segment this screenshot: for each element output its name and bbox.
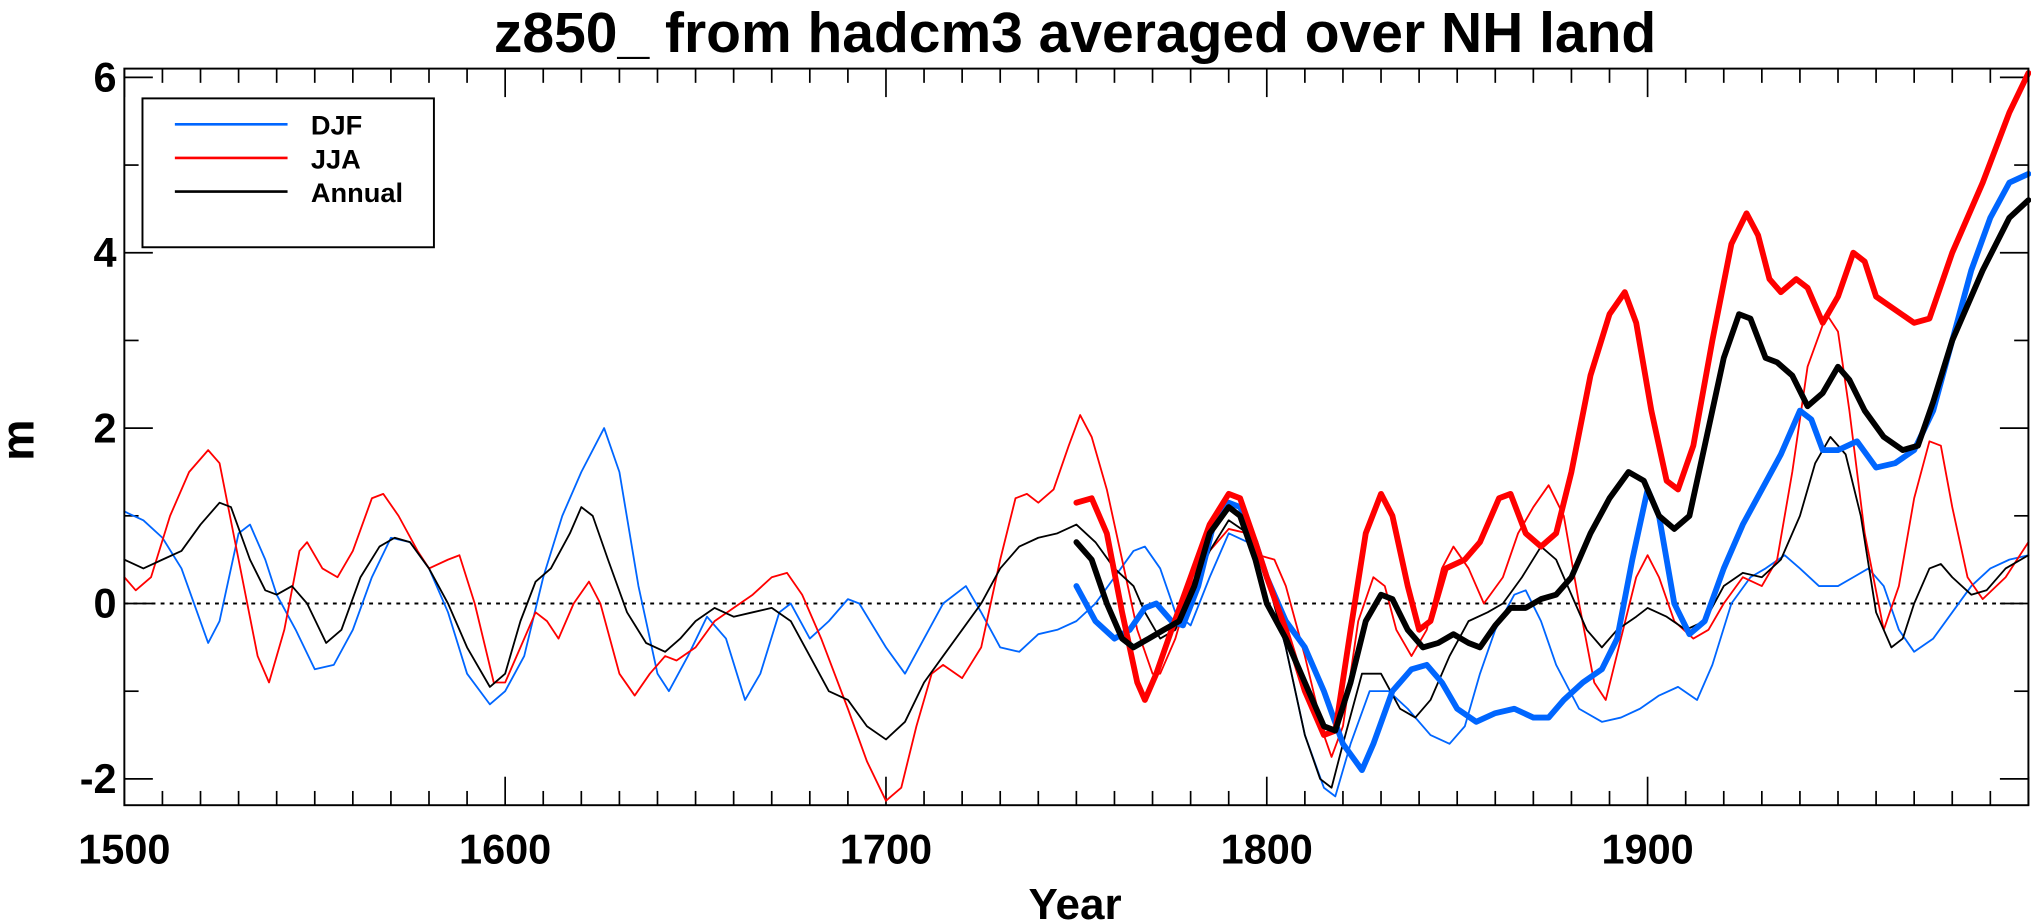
series-djf-thick xyxy=(1073,170,2031,774)
series-jja-thick xyxy=(1073,70,2031,738)
y-tick-label: 0 xyxy=(94,580,117,627)
x-tick-label: 1600 xyxy=(459,825,551,872)
y-tick-label: 4 xyxy=(94,229,117,276)
series-annual-thick xyxy=(1073,197,2031,734)
series-annual-thin xyxy=(123,435,2030,789)
series-djf-thin xyxy=(123,427,2030,798)
y-axis-label: m xyxy=(0,419,44,460)
legend-label-djf: DJF xyxy=(311,110,362,141)
x-tick-label: 1700 xyxy=(840,825,932,872)
chart-title: z850_ from hadcm3 averaged over NH land xyxy=(494,1,1656,65)
x-tick-label: 1500 xyxy=(78,825,170,872)
x-tick-label: 1900 xyxy=(1602,825,1694,872)
series-jja-thin xyxy=(123,313,2030,802)
y-tick-label: 6 xyxy=(94,54,117,101)
y-tick-label: 2 xyxy=(94,404,117,451)
y-tick-label: -2 xyxy=(80,755,117,802)
axes: 1500 1600 1700 1800 1900 -2 0 2 4 6 xyxy=(78,54,2030,872)
plot-frame xyxy=(123,67,2030,807)
legend-box xyxy=(141,97,435,249)
series-lines xyxy=(123,70,2031,802)
legend-label-jja: JJA xyxy=(311,143,361,174)
legend-label-annual: Annual xyxy=(311,177,403,208)
x-tick-label: 1800 xyxy=(1221,825,1313,872)
x-axis-label: Year xyxy=(1029,880,1122,923)
